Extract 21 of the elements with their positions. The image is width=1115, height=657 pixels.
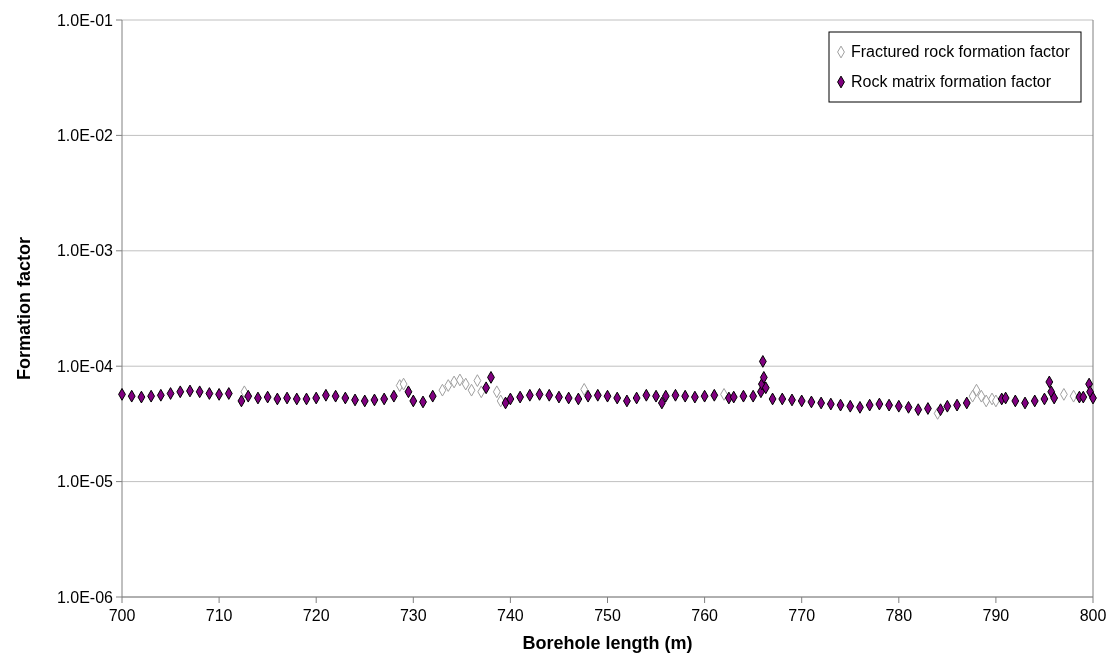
y-tick-label: 1.0E-01 xyxy=(56,11,114,29)
y-tick-label: 1.0E-02 xyxy=(56,127,114,144)
x-axis-title: Borehole length (m) xyxy=(522,633,693,653)
y-tick-label: 1.0E-04 xyxy=(56,357,114,375)
y-tick-label: 1.0E-06 xyxy=(56,588,114,606)
x-tick-label: 740 xyxy=(497,607,524,624)
y-tick-label: 1.0E-03 xyxy=(56,242,114,260)
x-tick-label: 760 xyxy=(691,607,719,624)
y-tick-label: 1.0E-05 xyxy=(56,473,114,491)
x-tick-label: 790 xyxy=(982,607,1010,624)
x-tick-label: 770 xyxy=(788,607,816,624)
x-tick-label: 780 xyxy=(885,607,913,624)
x-tick-label: 750 xyxy=(594,607,621,624)
x-tick-label: 710 xyxy=(205,607,233,624)
y-axis-title: Formation factor xyxy=(14,236,34,381)
legend-label: Rock matrix formation factor xyxy=(851,73,1052,90)
x-tick-label: 720 xyxy=(302,607,330,624)
x-tick-label: 800 xyxy=(1079,607,1107,624)
legend-label: Fractured rock formation factor xyxy=(851,43,1071,60)
x-tick-label: 730 xyxy=(399,607,427,624)
x-tick-label: 700 xyxy=(108,607,136,624)
